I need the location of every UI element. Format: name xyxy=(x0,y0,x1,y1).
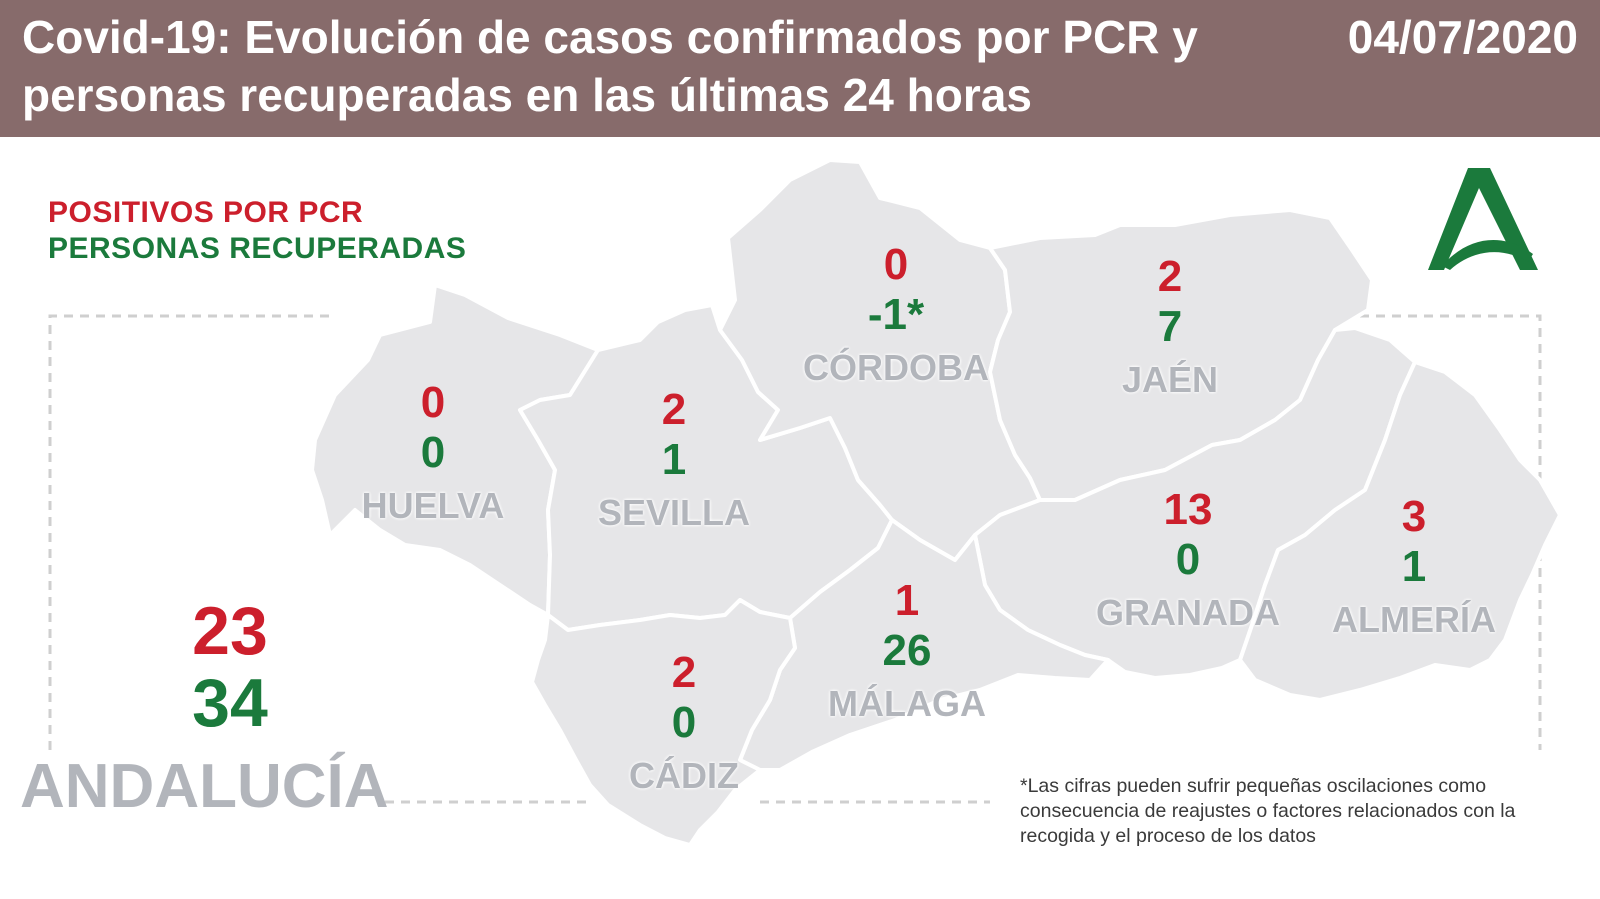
sevilla-recovered: 1 xyxy=(661,435,687,484)
malaga-positives: 1 xyxy=(894,576,920,625)
province-almeria-shape xyxy=(1238,360,1562,702)
granada-label: GRANADA xyxy=(1096,592,1280,633)
cadiz-positives: 2 xyxy=(671,648,697,697)
province-huelva: 0 0 HUELVA xyxy=(323,378,543,528)
province-cadiz-shape xyxy=(530,598,797,847)
province-granada: 13 0 GRANADA xyxy=(1078,485,1298,635)
cordoba-recovered: -1* xyxy=(867,290,925,339)
dashed-frame xyxy=(48,314,1542,804)
jaen-recovered: 7 xyxy=(1157,302,1183,351)
jaen-positives: 2 xyxy=(1157,252,1183,301)
cadiz-recovered: 0 xyxy=(671,698,697,747)
almeria-recovered: 1 xyxy=(1401,542,1427,591)
total-recovered: 34 xyxy=(192,665,268,741)
cordoba-label: CÓRDOBA xyxy=(803,347,989,388)
province-cadiz: 2 0 CÁDIZ xyxy=(574,648,794,798)
granada-recovered: 0 xyxy=(1175,535,1201,584)
footnote: *Las cifras pueden sufrir pequeñas oscil… xyxy=(1020,775,1516,847)
cordoba-positives: 0 xyxy=(883,240,909,289)
region-total: 23 34 xyxy=(120,595,340,739)
province-cordoba: 0 -1* CÓRDOBA xyxy=(786,240,1006,390)
province-sevilla: 2 1 SEVILLA xyxy=(564,385,784,535)
andalucia-map xyxy=(48,158,1562,847)
granada-positives: 13 xyxy=(1163,485,1213,534)
province-malaga: 1 26 MÁLAGA xyxy=(797,576,1017,726)
sevilla-label: SEVILLA xyxy=(597,492,750,533)
huelva-positives: 0 xyxy=(420,378,446,427)
junta-de-andalucia-logo-icon xyxy=(1428,168,1538,270)
region-name: ANDALUCÍA xyxy=(20,752,389,821)
province-jaen: 2 7 JAÉN xyxy=(1060,252,1280,402)
almeria-label: ALMERÍA xyxy=(1332,599,1496,640)
report-date: 04/07/2020 xyxy=(1347,11,1578,63)
total-positives: 23 xyxy=(192,593,268,669)
malaga-label: MÁLAGA xyxy=(828,683,986,724)
legend-positives: POSITIVOS POR PCR xyxy=(48,196,364,229)
almeria-positives: 3 xyxy=(1401,492,1427,541)
cadiz-label: CÁDIZ xyxy=(629,755,739,796)
legend-recovered: PERSONAS RECUPERADAS xyxy=(48,232,467,265)
page-title: Covid-19: Evolución de casos confirmados… xyxy=(22,11,1198,121)
malaga-recovered: 26 xyxy=(882,626,932,675)
huelva-recovered: 0 xyxy=(420,428,446,477)
jaen-label: JAÉN xyxy=(1121,359,1219,400)
header-bar: Covid-19: Evolución de casos confirmados… xyxy=(0,0,1600,137)
huelva-label: HUELVA xyxy=(361,485,505,526)
province-almeria: 3 1 ALMERÍA xyxy=(1304,492,1524,642)
sevilla-positives: 2 xyxy=(661,385,687,434)
